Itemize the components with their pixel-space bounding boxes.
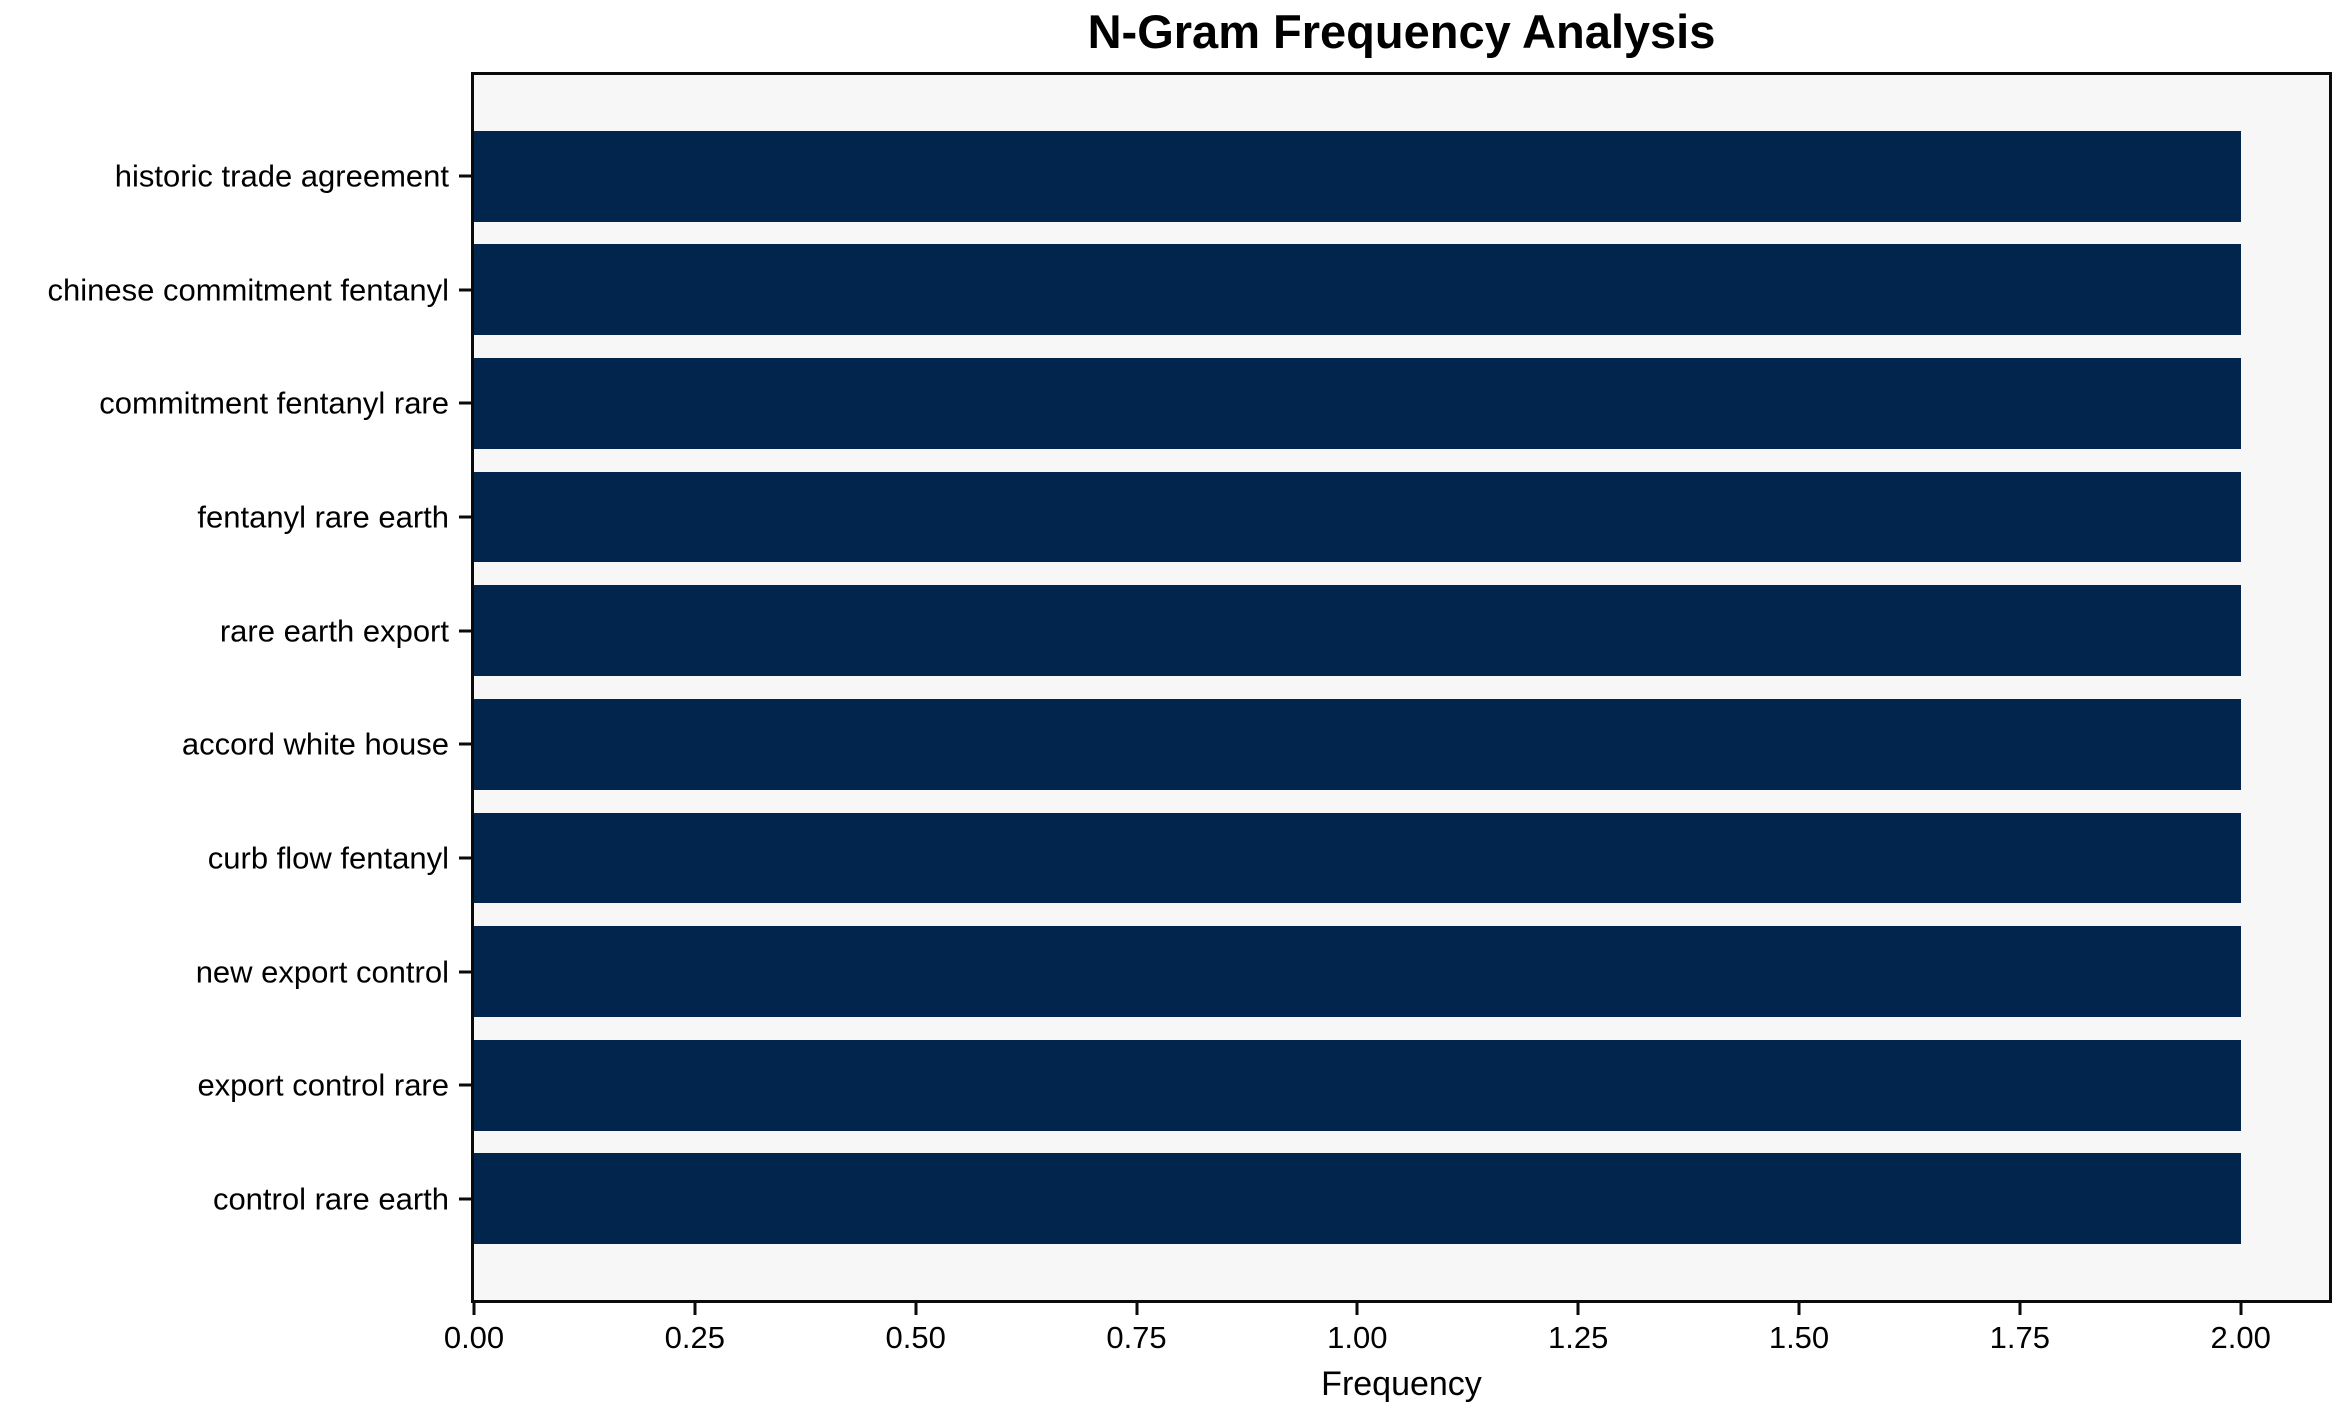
y-tick-label: new export control: [195, 954, 449, 990]
bar-curb-flow-fentanyl: [474, 812, 2241, 904]
y-tick-mark: [459, 401, 471, 405]
y-tick-mark: [459, 742, 471, 746]
y-tick-mark: [459, 629, 471, 633]
y-tick-mark: [459, 515, 471, 519]
x-tick-mark: [472, 1303, 476, 1315]
x-tick-label: 0.00: [443, 1320, 505, 1355]
y-tick-label: commitment fentanyl rare: [99, 385, 449, 421]
x-tick-label: 0.75: [1106, 1320, 1167, 1355]
x-tick-label: 0.50: [885, 1320, 946, 1355]
bar-export-control-rare: [474, 1039, 2241, 1131]
y-tick-mark: [459, 174, 471, 178]
y-tick-label: curb flow fentanyl: [207, 840, 449, 876]
y-tick-label: fentanyl rare earth: [197, 499, 449, 535]
y-tick-mark: [459, 1197, 471, 1201]
x-tick-mark: [914, 1303, 918, 1315]
y-tick-mark: [459, 856, 471, 860]
y-tick-label: accord white house: [181, 726, 449, 762]
bar-new-export-control: [474, 926, 2241, 1018]
x-tick-mark: [2239, 1303, 2243, 1315]
bar-historic-trade-agreement: [474, 130, 2241, 222]
y-tick-label: control rare earth: [212, 1181, 449, 1217]
y-tick-label: historic trade agreement: [114, 158, 449, 194]
x-tick-label: 1.50: [1768, 1320, 1830, 1355]
y-tick-mark: [459, 970, 471, 974]
y-tick-label: chinese commitment fentanyl: [47, 272, 449, 308]
bar-chinese-commitment-fentanyl: [474, 244, 2241, 336]
bar-fentanyl-rare-earth: [474, 471, 2241, 563]
x-tick-mark: [693, 1303, 697, 1315]
x-tick-mark: [2018, 1303, 2022, 1315]
bar-control-rare-earth: [474, 1153, 2241, 1245]
bar-accord-white-house: [474, 698, 2241, 790]
x-tick-mark: [1135, 1303, 1138, 1315]
x-axis-label: Frequency: [1321, 1365, 1482, 1403]
x-tick-mark: [1576, 1303, 1580, 1315]
y-tick-label: export control rare: [197, 1067, 449, 1103]
y-tick-mark: [459, 1083, 471, 1087]
x-tick-label: 2.00: [2210, 1320, 2271, 1355]
x-tick-label: 1.75: [1989, 1320, 2050, 1355]
x-tick-label: 1.25: [1547, 1320, 1609, 1355]
bar-commitment-fentanyl-rare: [474, 357, 2241, 449]
x-tick-mark: [1355, 1303, 1359, 1315]
x-tick-mark: [1797, 1303, 1801, 1315]
chart-title: N-Gram Frequency Analysis: [1087, 5, 1716, 58]
plot-area: [471, 72, 2332, 1303]
bar-rare-earth-export: [474, 585, 2241, 677]
x-tick-label: 0.25: [664, 1320, 725, 1355]
x-tick-label: 1.00: [1327, 1320, 1388, 1355]
y-tick-label: rare earth export: [219, 613, 449, 649]
y-tick-mark: [459, 288, 471, 292]
